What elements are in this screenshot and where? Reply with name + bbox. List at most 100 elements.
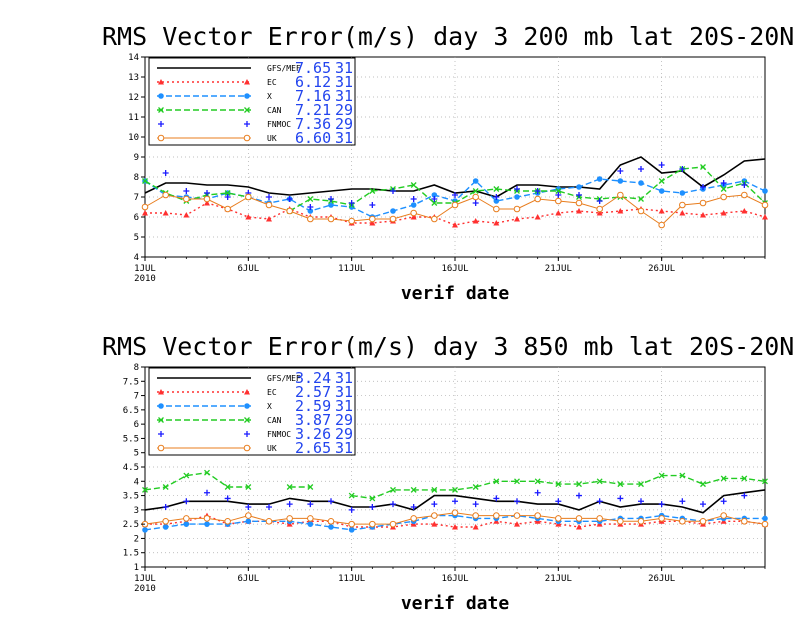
data-point bbox=[617, 495, 624, 502]
y-tick-label: 13 bbox=[128, 73, 139, 83]
data-point bbox=[472, 193, 479, 201]
legend-value: 7.16 bbox=[295, 87, 331, 105]
data-point bbox=[555, 192, 562, 198]
data-point bbox=[679, 210, 686, 216]
data-point bbox=[575, 199, 583, 207]
legend-count: 31 bbox=[335, 87, 353, 105]
data-point bbox=[637, 207, 645, 215]
data-point bbox=[162, 517, 169, 525]
data-point bbox=[224, 194, 231, 200]
data-point bbox=[452, 222, 458, 228]
x-tick-sublabel: 2010 bbox=[134, 584, 156, 594]
data-point bbox=[493, 478, 500, 485]
legend-value: 2.59 bbox=[295, 397, 331, 415]
legend-entry: UK 2.65 31 bbox=[157, 439, 353, 457]
data-point bbox=[617, 481, 624, 488]
data-point bbox=[741, 191, 748, 199]
data-point bbox=[183, 472, 190, 479]
data-point bbox=[762, 188, 768, 194]
data-point bbox=[658, 162, 665, 168]
legend-marker-start bbox=[157, 134, 165, 142]
data-point bbox=[534, 512, 541, 519]
data-point bbox=[327, 517, 335, 525]
legend-marker-end bbox=[244, 121, 250, 127]
data-point bbox=[266, 194, 272, 200]
data-point bbox=[431, 512, 438, 519]
data-point bbox=[307, 208, 314, 214]
data-point bbox=[410, 196, 417, 202]
data-point bbox=[679, 190, 686, 196]
data-point bbox=[617, 168, 624, 174]
chart-panel-850mb: RMS Vector Error(m/s) day 3 850 mb lat 2… bbox=[102, 332, 794, 614]
data-point bbox=[348, 506, 355, 513]
data-point bbox=[699, 199, 707, 207]
data-point bbox=[534, 195, 541, 203]
data-point bbox=[348, 217, 355, 225]
data-point bbox=[369, 220, 376, 226]
legend-label: UK bbox=[267, 444, 277, 453]
data-point bbox=[472, 218, 479, 224]
legend-box bbox=[148, 367, 356, 456]
data-point bbox=[493, 495, 500, 502]
data-point bbox=[245, 193, 252, 201]
legend-value: 2.65 bbox=[295, 439, 331, 457]
y-tick-label: 2 bbox=[134, 534, 139, 544]
legend-marker-start bbox=[158, 389, 164, 395]
legend-value: 2.57 bbox=[295, 383, 331, 401]
legend-value: 3.26 bbox=[295, 425, 331, 443]
data-point bbox=[513, 205, 521, 213]
data-point bbox=[266, 216, 272, 222]
legend-marker-end bbox=[244, 79, 250, 85]
data-point bbox=[348, 492, 355, 499]
data-point bbox=[472, 501, 479, 508]
x-tick-label: 6JUL bbox=[237, 264, 259, 274]
legend-entry: CAN 3.87 29 bbox=[157, 411, 353, 429]
data-point bbox=[307, 196, 314, 202]
data-point bbox=[203, 515, 211, 522]
data-point bbox=[183, 212, 190, 218]
chart-title: RMS Vector Error(m/s) day 3 200 mb lat 2… bbox=[102, 22, 794, 51]
y-tick-label: 2.5 bbox=[123, 520, 139, 530]
legend-count: 31 bbox=[335, 383, 353, 401]
data-point bbox=[493, 205, 500, 213]
data-point bbox=[761, 520, 769, 528]
y-tick-label: 4 bbox=[134, 477, 139, 487]
y-tick-label: 7 bbox=[134, 392, 139, 402]
data-point bbox=[390, 501, 396, 508]
y-tick-label: 6 bbox=[134, 213, 139, 223]
legend-marker-end bbox=[244, 93, 250, 99]
data-point bbox=[224, 190, 231, 196]
legend-entry: FNMOC 7.36 29 bbox=[158, 115, 353, 133]
data-point bbox=[431, 521, 438, 527]
data-point bbox=[451, 509, 459, 517]
data-point bbox=[245, 518, 252, 525]
data-point bbox=[369, 215, 376, 223]
data-point bbox=[142, 178, 148, 184]
legend-entry: EC 6.12 31 bbox=[157, 73, 353, 91]
data-point bbox=[513, 512, 521, 519]
data-point bbox=[452, 192, 458, 198]
data-point bbox=[720, 186, 727, 192]
data-point bbox=[658, 515, 665, 522]
data-point bbox=[555, 481, 562, 488]
data-point bbox=[720, 180, 727, 186]
data-point bbox=[555, 197, 562, 205]
data-point bbox=[162, 484, 169, 490]
data-point bbox=[410, 515, 417, 522]
legend-count: 31 bbox=[335, 129, 353, 147]
series-uk bbox=[141, 191, 769, 229]
series-layer bbox=[141, 469, 769, 533]
data-point bbox=[245, 504, 252, 510]
data-point bbox=[514, 186, 520, 192]
data-point bbox=[514, 498, 520, 505]
data-point bbox=[307, 515, 314, 522]
data-point bbox=[699, 517, 707, 525]
legend-count: 29 bbox=[335, 425, 353, 443]
data-point bbox=[472, 200, 479, 206]
legend-value: 7.65 bbox=[295, 59, 331, 77]
data-point bbox=[637, 517, 645, 525]
data-point bbox=[514, 194, 520, 200]
y-tick-label: 7.5 bbox=[123, 377, 139, 387]
